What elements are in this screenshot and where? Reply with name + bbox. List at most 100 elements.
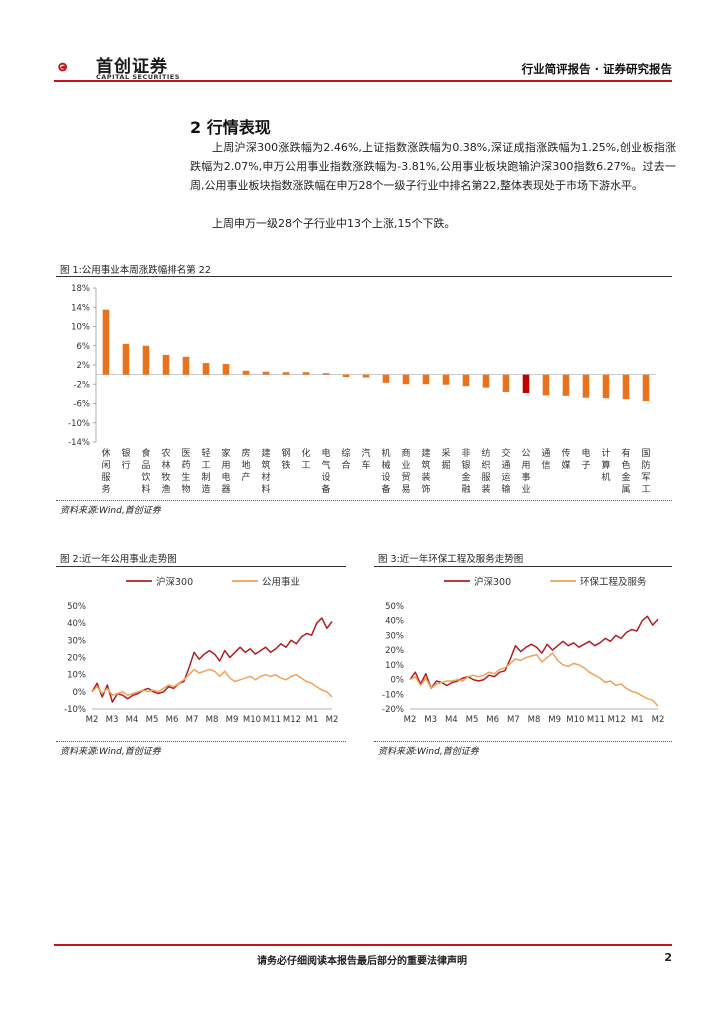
brand-name-en: CAPITAL SECURITIES	[96, 73, 180, 81]
legend-label: 沪深300	[156, 576, 193, 588]
figure2-top-rule	[56, 566, 346, 567]
category-label: 设	[321, 472, 330, 483]
paragraph-1: 上周沪深300涨跌幅为2.46%,上证指数涨跌幅为0.38%,深证成指涨跌幅为1…	[190, 141, 676, 192]
category-label: 合	[341, 459, 350, 471]
y-tick-label: -10%	[68, 419, 90, 429]
y-tick-label: 20%	[67, 654, 86, 664]
category-label: 物	[181, 483, 190, 495]
category-label: 器	[221, 484, 230, 495]
bar	[502, 374, 510, 392]
x-tick-label: M9	[548, 715, 561, 725]
figure2-title: 图 2:近一年公用事业走势图	[60, 554, 177, 565]
y-tick-label: -10%	[382, 690, 404, 700]
y-tick-label: 10%	[385, 661, 404, 671]
bar	[562, 374, 570, 396]
figure1-title: 图 1:公用事业本周涨跌幅排名第 22	[60, 265, 211, 276]
category-label: 械	[381, 459, 390, 471]
category-label: 银	[461, 459, 470, 471]
bar	[222, 364, 230, 375]
y-tick-label: 6%	[77, 342, 91, 352]
x-tick-label: M9	[226, 715, 239, 725]
category-label: 林	[161, 459, 170, 471]
series-line	[409, 652, 659, 707]
y-tick-label: 40%	[385, 617, 404, 627]
bar	[162, 354, 170, 375]
category-label: 贸	[401, 471, 410, 483]
bar	[242, 370, 250, 375]
bar	[582, 374, 590, 398]
category-label: 纺	[481, 447, 490, 459]
footer-divider	[54, 944, 672, 946]
category-label: 公	[521, 448, 530, 459]
category-label: 易	[401, 484, 410, 495]
category-label: 媒	[561, 460, 570, 471]
x-tick-label: M11	[263, 715, 281, 725]
bar	[462, 374, 470, 387]
category-label: 生	[181, 471, 190, 483]
page-number: 2	[664, 951, 672, 964]
category-label: 金	[621, 471, 630, 483]
legend-label: 环保工程及服务	[580, 576, 647, 588]
category-label: 饰	[421, 483, 430, 495]
category-label: 农	[161, 447, 170, 459]
category-label: 轻	[201, 447, 210, 459]
bar	[142, 345, 150, 375]
category-label: 气	[321, 459, 330, 471]
category-label: 筑	[421, 459, 430, 471]
category-label: 饮	[141, 471, 150, 483]
category-label: 有	[621, 447, 630, 459]
y-tick-label: -14%	[68, 438, 90, 448]
bar	[282, 372, 290, 375]
paragraph-2: 上周申万一级28个子行业中13个上涨,15个下跌。	[212, 217, 456, 230]
y-tick-label: 18%	[71, 284, 90, 294]
category-label: 工	[641, 485, 650, 495]
figure2-bottom-rule	[56, 741, 346, 742]
category-label: 业	[401, 460, 410, 471]
legend-label: 沪深300	[474, 576, 511, 588]
x-tick-label: M3	[424, 715, 437, 725]
category-label: 运	[501, 472, 510, 483]
category-label: 电	[221, 471, 230, 483]
category-label: 交	[501, 447, 510, 459]
bar	[382, 374, 390, 383]
category-label: 建	[261, 447, 270, 459]
bar	[442, 374, 450, 385]
category-label: 产	[241, 471, 250, 483]
category-label: 事	[521, 471, 530, 483]
x-tick-label: M2	[404, 715, 417, 725]
x-tick-label: M2	[86, 715, 99, 725]
bar	[422, 374, 430, 385]
y-tick-label: 0%	[73, 688, 87, 698]
bar	[522, 374, 530, 393]
x-tick-label: M12	[283, 715, 301, 725]
report-type: 行业简评报告 · 证券研究报告	[521, 62, 672, 76]
x-tick-label: M8	[528, 715, 541, 725]
x-tick-label: M4	[445, 715, 458, 725]
category-label: 行	[121, 459, 130, 471]
bar	[122, 343, 130, 375]
category-label: 装	[421, 471, 430, 483]
category-label: 工	[201, 461, 210, 471]
category-label: 融	[461, 484, 470, 495]
footer-disclaimer: 请务必仔细阅读本报告最后部分的重要法律声明	[257, 956, 467, 967]
x-tick-label: M6	[166, 715, 179, 725]
category-label: 钢	[281, 447, 290, 459]
figure1-bottom-rule	[56, 500, 672, 501]
category-label: 料	[141, 483, 150, 495]
category-label: 用	[221, 460, 230, 471]
figure3-source: 资料来源:Wind,首创证券	[378, 747, 479, 757]
brand-name-cn: 首创证券	[96, 57, 168, 77]
category-label: 造	[201, 483, 210, 495]
series-line	[409, 615, 659, 690]
category-label: 渔	[161, 484, 170, 495]
bar	[102, 309, 110, 375]
x-tick-label: M4	[126, 715, 139, 725]
category-label: 采	[441, 448, 450, 459]
category-label: 工	[301, 461, 310, 471]
y-tick-label: 20%	[385, 646, 404, 656]
bar	[642, 374, 650, 402]
category-label: 家	[221, 447, 230, 459]
y-tick-label: -6%	[73, 400, 90, 410]
y-tick-label: 30%	[385, 631, 404, 641]
category-label: 非	[461, 447, 470, 459]
